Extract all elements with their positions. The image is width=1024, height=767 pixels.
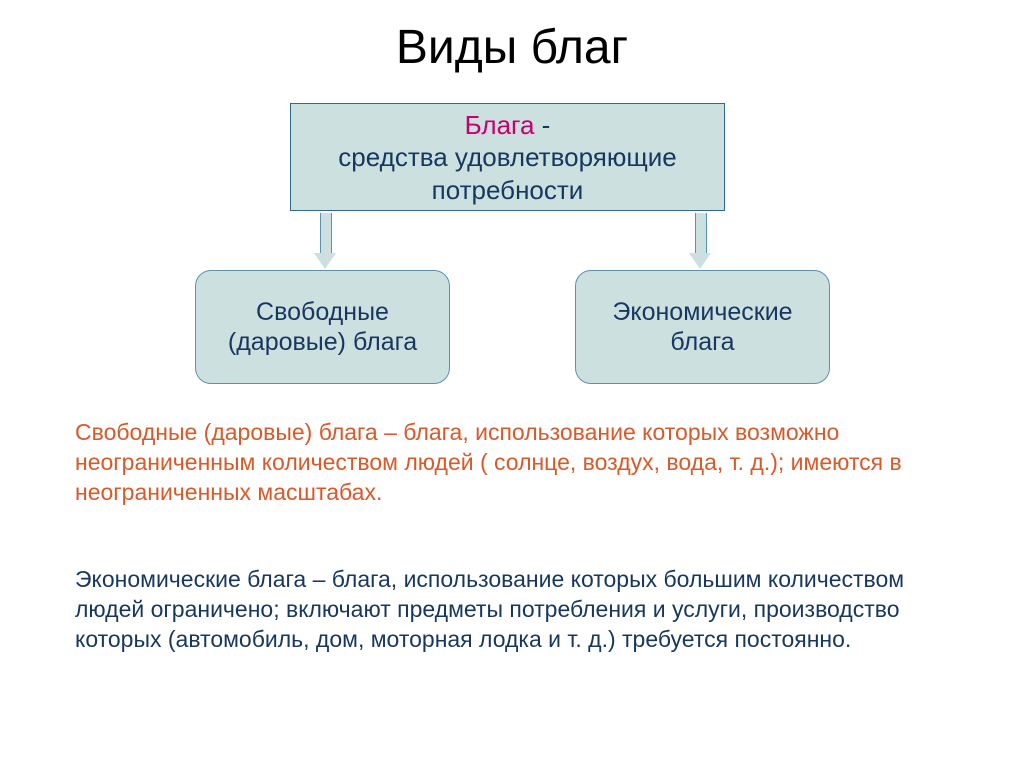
definition-term: Блага — [465, 110, 535, 140]
definition-dash: - — [534, 110, 550, 140]
definition-text: средства удовлетворяющие потребности — [291, 141, 724, 206]
arrow-right — [690, 213, 710, 269]
paragraph-economic-goods: Экономические блага – блага, использован… — [75, 565, 950, 655]
slide: Виды благ Блага - средства удовлетворяющ… — [0, 0, 1024, 767]
box-economic-goods: Экономические блага — [575, 270, 830, 384]
box-free-goods: Свободные (даровые) блага — [195, 270, 450, 384]
paragraph-free-goods: Свободные (даровые) блага – блага, испол… — [75, 418, 950, 508]
slide-title: Виды благ — [0, 20, 1024, 75]
definition-box: Блага - средства удовлетворяющие потребн… — [290, 103, 725, 211]
arrow-left — [315, 213, 335, 269]
box-economic-goods-label: Экономические блага — [582, 297, 823, 357]
box-free-goods-label: Свободные (даровые) блага — [202, 297, 443, 357]
